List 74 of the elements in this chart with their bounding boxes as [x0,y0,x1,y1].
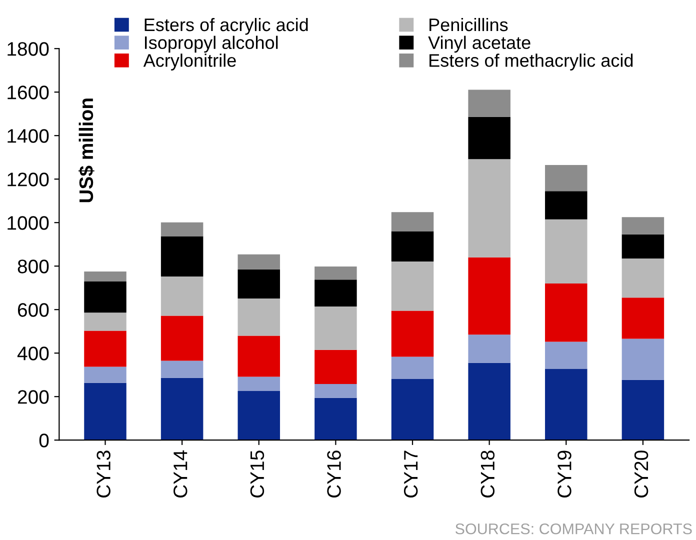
y-tick-label: 600 [18,303,49,317]
bar [238,336,280,377]
bar [314,280,357,307]
bar [545,191,588,220]
x-tick-label: CY18 [480,450,495,498]
bar [468,116,510,160]
bar [391,378,434,440]
bar [160,378,204,440]
bar [160,276,204,316]
bar [238,390,280,440]
bar [468,257,510,335]
bar [545,368,588,440]
bar [545,164,588,192]
bar [160,222,204,236]
bar [160,360,204,378]
x-tick-label: CY14 [174,450,188,498]
y-tick-label: 1400 [8,129,49,143]
bar [84,312,126,331]
bar [84,282,126,313]
bar [84,272,126,282]
x-tick-label: CY17 [404,450,418,498]
bar [84,330,126,367]
y-tick-label: 1800 [8,42,49,56]
y-tick-label: 200 [18,390,49,404]
source-note: SOURCES: COMPANY REPORTS [455,523,692,534]
bar [622,234,664,258]
bar [84,366,126,383]
bar [545,342,588,369]
legend-label: Vinyl acetate [428,36,530,53]
bar [545,219,588,284]
bar [391,310,434,357]
bar [238,298,280,336]
bar [391,212,434,232]
x-tick-label: CY19 [558,450,572,498]
x-tick-label: CY15 [250,450,264,498]
bar [314,266,357,280]
bar [314,306,357,350]
legend-label: Esters of acrylic acid [144,18,308,35]
bar [468,90,510,117]
bar [160,316,204,361]
y-tick-label: 1200 [8,172,49,186]
legend-label: Esters of methacrylic acid [430,54,633,70]
bar [238,254,280,270]
bar [391,231,434,262]
bar [314,398,357,440]
bar [622,298,664,339]
bar [545,284,588,342]
bar [238,269,280,299]
y-tick-label: 1000 [8,216,49,230]
bar [84,382,126,440]
y-tick-label: 1600 [8,86,49,100]
bar [468,362,510,440]
bar [622,380,664,440]
x-tick-label: CY20 [634,450,648,498]
bar [622,338,664,380]
y-axis-title: US$ million [78,98,94,202]
bar [314,384,357,398]
x-tick-label: CY16 [327,450,341,498]
bar [468,159,510,258]
bar [391,356,434,379]
bar [391,262,434,311]
y-tick-label: 400 [17,346,49,360]
bar [622,258,664,298]
y-tick-label: 0 [39,434,49,448]
legend-label: Isopropyl alcohol [145,36,278,53]
legend-label: Penicillins [430,18,508,32]
bar [622,217,664,234]
bar [160,236,204,277]
y-tick-label: 800 [18,260,49,274]
x-tick-label: CY13 [96,450,110,498]
bar [238,376,280,391]
bar [468,334,510,363]
bar [314,350,357,384]
legend-label: Acrylonitrile [143,54,236,70]
